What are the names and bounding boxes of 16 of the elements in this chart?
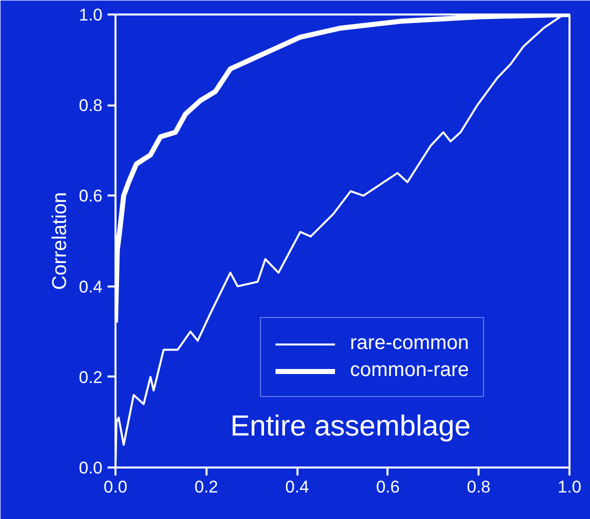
y-tick-label: 0.8 — [78, 96, 103, 116]
y-tick-label: 0.6 — [78, 186, 103, 206]
x-tick-label: 0.6 — [376, 478, 400, 496]
y-tick-label: 1.0 — [78, 6, 103, 24]
legend-label: rare-common — [350, 332, 469, 355]
annotation: Entire assemblage — [230, 410, 471, 442]
x-tick-label: 0.2 — [194, 478, 218, 496]
y-tick-label: 0.4 — [78, 277, 103, 296]
legend-label: common-rare — [350, 359, 469, 382]
x-tick-label: 0.4 — [285, 478, 309, 496]
y-axis-title: Correlation — [48, 192, 71, 290]
x-tick-label: 0.0 — [104, 478, 128, 496]
x-tick-label: 1.0 — [558, 478, 582, 496]
y-tick-label: 0.0 — [78, 458, 103, 478]
x-tick-label: 0.8 — [466, 478, 491, 496]
y-tick-label: 0.2 — [78, 368, 103, 387]
